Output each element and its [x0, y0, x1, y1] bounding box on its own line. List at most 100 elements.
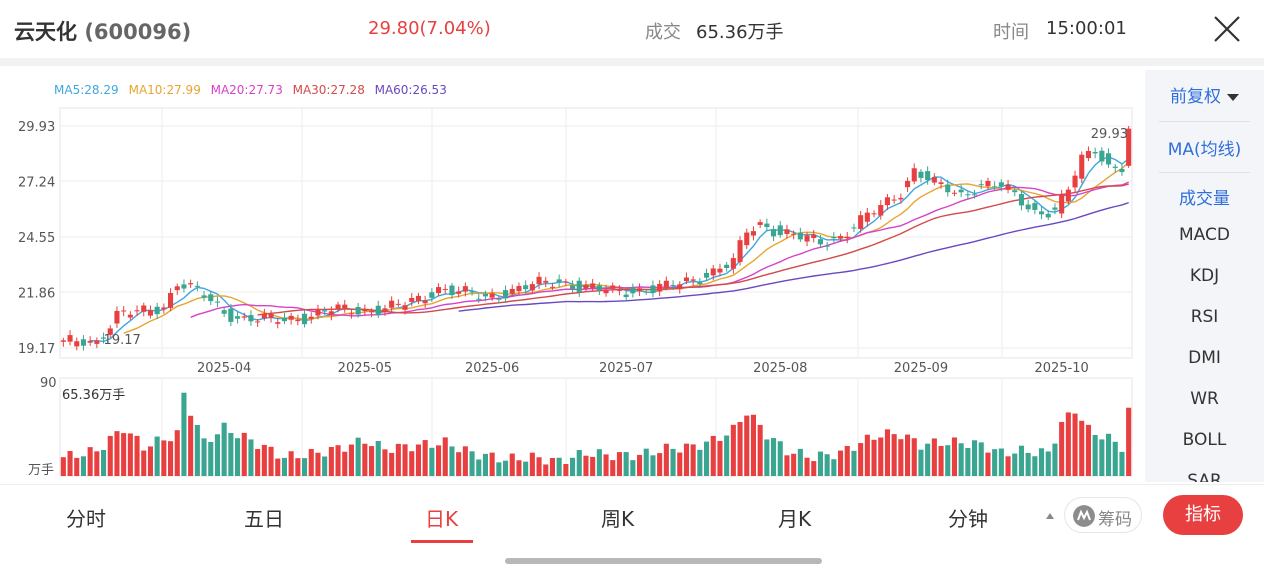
- candle: [87, 340, 93, 343]
- last-price: 29.80(7.04%): [368, 18, 491, 39]
- side-item-macd[interactable]: MACD: [1179, 225, 1230, 245]
- volume-bar: [516, 460, 522, 476]
- chip-distribution-button[interactable]: 筹码: [1064, 497, 1142, 533]
- candle: [94, 340, 100, 344]
- tab-daily-k[interactable]: 日K: [425, 507, 459, 531]
- candle: [724, 264, 730, 268]
- candle: [462, 286, 468, 292]
- candle: [503, 290, 509, 299]
- candle: [456, 291, 462, 294]
- volume-bar: [1065, 412, 1071, 476]
- volume-bar: [67, 451, 73, 476]
- volume-bar: [717, 440, 723, 476]
- volume-bar: [737, 422, 743, 476]
- tab-minute[interactable]: 分钟: [948, 507, 988, 531]
- candle: [295, 319, 301, 322]
- candle: [255, 321, 261, 323]
- candle: [369, 311, 375, 313]
- candle: [637, 288, 643, 292]
- volume-bar: [87, 447, 93, 476]
- volume-value: 65.36万手: [696, 22, 784, 43]
- candle: [60, 340, 66, 342]
- candle: [643, 291, 649, 293]
- side-item-rsi[interactable]: RSI: [1190, 307, 1219, 327]
- side-item-kdj[interactable]: KDJ: [1189, 266, 1220, 286]
- close-icon[interactable]: [1212, 14, 1242, 44]
- date-tick-label: 2025-07: [599, 361, 653, 376]
- volume-bar: [951, 437, 957, 476]
- candle: [985, 180, 991, 187]
- candle: [147, 310, 153, 316]
- volume-bar: [308, 449, 314, 476]
- volume-bar: [302, 458, 308, 476]
- tab-weekly-k[interactable]: 周K: [601, 507, 635, 531]
- volume-bar: [771, 438, 777, 476]
- candle: [750, 231, 756, 236]
- volume-bar: [80, 456, 86, 476]
- volume-bar: [704, 441, 710, 476]
- volume-bar: [268, 446, 274, 476]
- sidebar-divider: [1159, 172, 1250, 173]
- candle: [302, 313, 308, 325]
- time-label: 时间: [993, 22, 1029, 43]
- candle: [851, 227, 857, 229]
- candle: [1045, 213, 1051, 218]
- volume-bar: [663, 443, 669, 476]
- volume-bar: [389, 452, 395, 476]
- candle: [764, 223, 770, 228]
- volume-bar: [489, 452, 495, 476]
- candle: [891, 199, 897, 201]
- volume-bar: [469, 451, 475, 476]
- side-item-wr[interactable]: WR: [1190, 389, 1219, 409]
- volume-bar: [174, 430, 180, 476]
- volume-bar: [529, 452, 535, 476]
- candle: [235, 316, 241, 319]
- volume-bar: [442, 437, 448, 476]
- kline-chart[interactable]: MA5:28.29 MA10:27.99 MA20:27.73 MA30:27.28 M…: [0, 66, 1145, 484]
- side-item-boll[interactable]: BOLL: [1182, 430, 1227, 450]
- volume-bar: [831, 459, 837, 476]
- volume-bar: [503, 460, 509, 476]
- tab-intraday[interactable]: 分时: [66, 507, 106, 531]
- volume-bar: [261, 444, 267, 476]
- side-item-volume[interactable]: 成交量: [1179, 189, 1230, 209]
- side-item-sar[interactable]: SAR: [1187, 471, 1222, 482]
- adjust-selector[interactable]: 前复权: [1145, 82, 1264, 107]
- candle: [616, 289, 622, 291]
- side-item-dmi[interactable]: DMI: [1188, 348, 1221, 368]
- volume-bar: [168, 441, 174, 476]
- candle: [730, 258, 736, 269]
- volume-bar: [938, 445, 944, 476]
- candle: [489, 293, 495, 298]
- date-tick-label: 2025-06: [465, 361, 519, 376]
- tab-five-day[interactable]: 五日: [244, 507, 284, 531]
- volume-bar: [864, 434, 870, 476]
- volume-bar: [630, 460, 636, 476]
- volume-bar: [978, 442, 984, 476]
- candle: [610, 285, 616, 289]
- side-item-ma[interactable]: MA(均线): [1167, 140, 1242, 160]
- price-tick-label: 21.86: [18, 287, 55, 302]
- price-tick-label: 24.55: [18, 231, 55, 246]
- candle: [911, 168, 917, 182]
- candle: [469, 291, 475, 293]
- tab-monthly-k[interactable]: 月K: [778, 507, 812, 531]
- volume-bar: [1099, 439, 1105, 476]
- volume-bar: [724, 435, 730, 476]
- candle: [308, 316, 314, 319]
- volume-bar: [549, 457, 555, 476]
- candle: [1059, 194, 1065, 214]
- home-indicator[interactable]: [505, 558, 822, 564]
- volume-bar: [998, 448, 1004, 476]
- candle: [804, 235, 810, 242]
- volume-bar: [992, 449, 998, 476]
- quote-header: 云天化 (600096) 29.80(7.04%) 成交 65.36万手 时间 …: [0, 0, 1264, 58]
- ma-line-60: [458, 201, 1129, 312]
- indicator-button[interactable]: 指标: [1163, 495, 1243, 535]
- volume-bar: [750, 414, 756, 476]
- candle: [523, 285, 529, 290]
- volume-bar: [764, 439, 770, 476]
- volume-bar: [1112, 441, 1118, 476]
- candle: [168, 292, 174, 308]
- volume-bar: [114, 431, 120, 476]
